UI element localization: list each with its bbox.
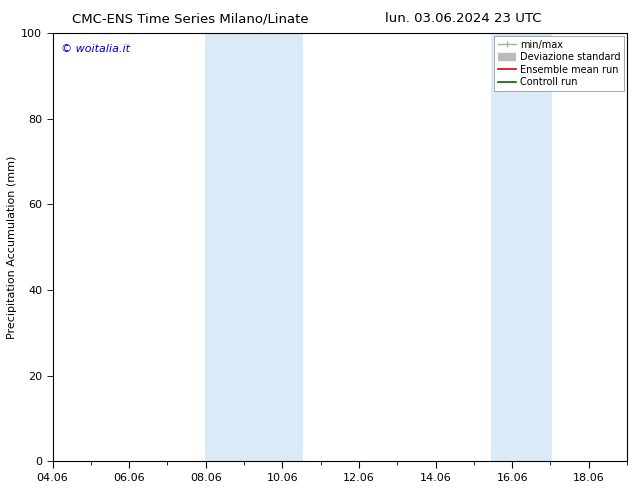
Text: lun. 03.06.2024 23 UTC: lun. 03.06.2024 23 UTC (385, 12, 541, 25)
Legend: min/max, Deviazione standard, Ensemble mean run, Controll run: min/max, Deviazione standard, Ensemble m… (495, 36, 624, 91)
Bar (205, 33, 302, 461)
Y-axis label: Precipitation Accumulation (mm): Precipitation Accumulation (mm) (7, 155, 17, 339)
Title: CMC-ENS Time Series Milano/Linate      lun. 03.06.2024 23 UTC: CMC-ENS Time Series Milano/Linate lun. 0… (0, 489, 1, 490)
Bar (491, 33, 552, 461)
Text: © woitalia.it: © woitalia.it (61, 44, 130, 54)
Text: CMC-ENS Time Series Milano/Linate: CMC-ENS Time Series Milano/Linate (72, 12, 309, 25)
